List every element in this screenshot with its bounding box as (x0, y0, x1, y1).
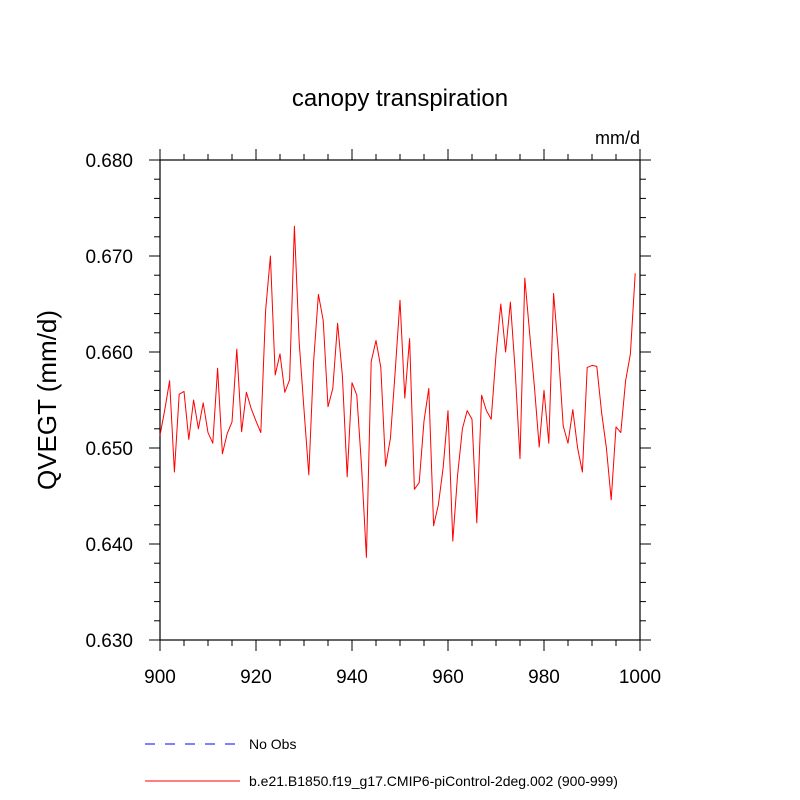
x-tick-label: 900 (144, 667, 176, 688)
y-tick-label: 0.650 (85, 439, 133, 460)
y-tick-label: 0.630 (85, 631, 133, 652)
x-tick-label: 940 (336, 667, 368, 688)
y-tick-label: 0.680 (85, 151, 133, 172)
series-group (159, 225, 636, 558)
series-line (159, 225, 636, 558)
x-tick-label: 960 (432, 667, 464, 688)
y-tick-label: 0.670 (85, 247, 133, 268)
y-tick-label: 0.640 (85, 535, 133, 556)
legend-label-model: b.e21.B1850.f19_g17.CMIP6-piControl-2deg… (249, 773, 618, 789)
axis-ticks (149, 149, 651, 651)
x-tick-label: 980 (528, 667, 560, 688)
chart-title: canopy transpiration (292, 85, 508, 112)
y-axis-label: QVEGT (mm/d) (32, 310, 62, 490)
x-tick-label: 920 (240, 667, 272, 688)
tick-labels: 900 920 940 960 980 1000 0.630 0.640 0.650 0.660 0… (85, 151, 661, 688)
legend-label-no-obs: No Obs (249, 736, 296, 752)
y-tick-label: 0.660 (85, 343, 133, 364)
units-label: mm/d (595, 128, 640, 148)
legend: No Obs b.e21.B1850.f19_g17.CMIP6-piContr… (145, 736, 618, 789)
plot-frame (159, 159, 641, 641)
x-tick-label: 1000 (619, 667, 661, 688)
